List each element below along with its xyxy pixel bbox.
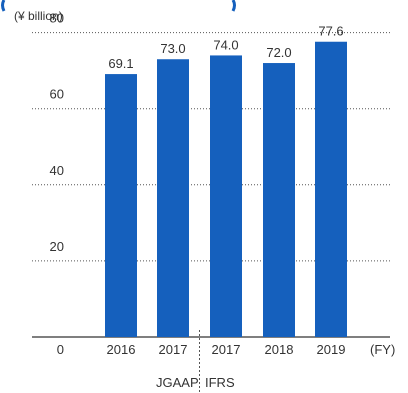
fy-axis-label: (FY) xyxy=(370,342,396,357)
y-tick-label: 0 xyxy=(57,342,64,357)
title-bracket-fragment-left xyxy=(1,0,6,12)
bar xyxy=(315,41,347,338)
accounting-standard-jgaap: JGAAP xyxy=(156,375,199,390)
bar-value-label: 74.0 xyxy=(213,37,238,52)
title-bracket-fragment-right xyxy=(231,0,236,12)
bar xyxy=(210,55,242,338)
bar-value-label: 69.1 xyxy=(108,56,133,71)
bar xyxy=(157,59,189,338)
x-tick-label: 2019 xyxy=(317,342,346,357)
y-tick-label: 60 xyxy=(50,87,64,102)
bar-value-label: 72.0 xyxy=(266,45,291,60)
unit-label: (¥ billion) xyxy=(14,9,63,23)
bar-value-label: 73.0 xyxy=(160,41,185,56)
x-tick-label: 2018 xyxy=(265,342,294,357)
y-tick-label: 20 xyxy=(50,239,64,254)
y-tick-label: 40 xyxy=(50,163,64,178)
bar xyxy=(105,74,137,338)
accounting-standard-ifrs: IFRS xyxy=(205,375,235,390)
bar-value-label: 77.6 xyxy=(318,24,343,39)
x-tick-label: 2016 xyxy=(107,342,136,357)
y-tick-label: 80 xyxy=(50,11,64,26)
bar xyxy=(263,63,295,337)
x-tick-label: 2017 xyxy=(159,342,188,357)
x-tick-label: 2017 xyxy=(212,342,241,357)
